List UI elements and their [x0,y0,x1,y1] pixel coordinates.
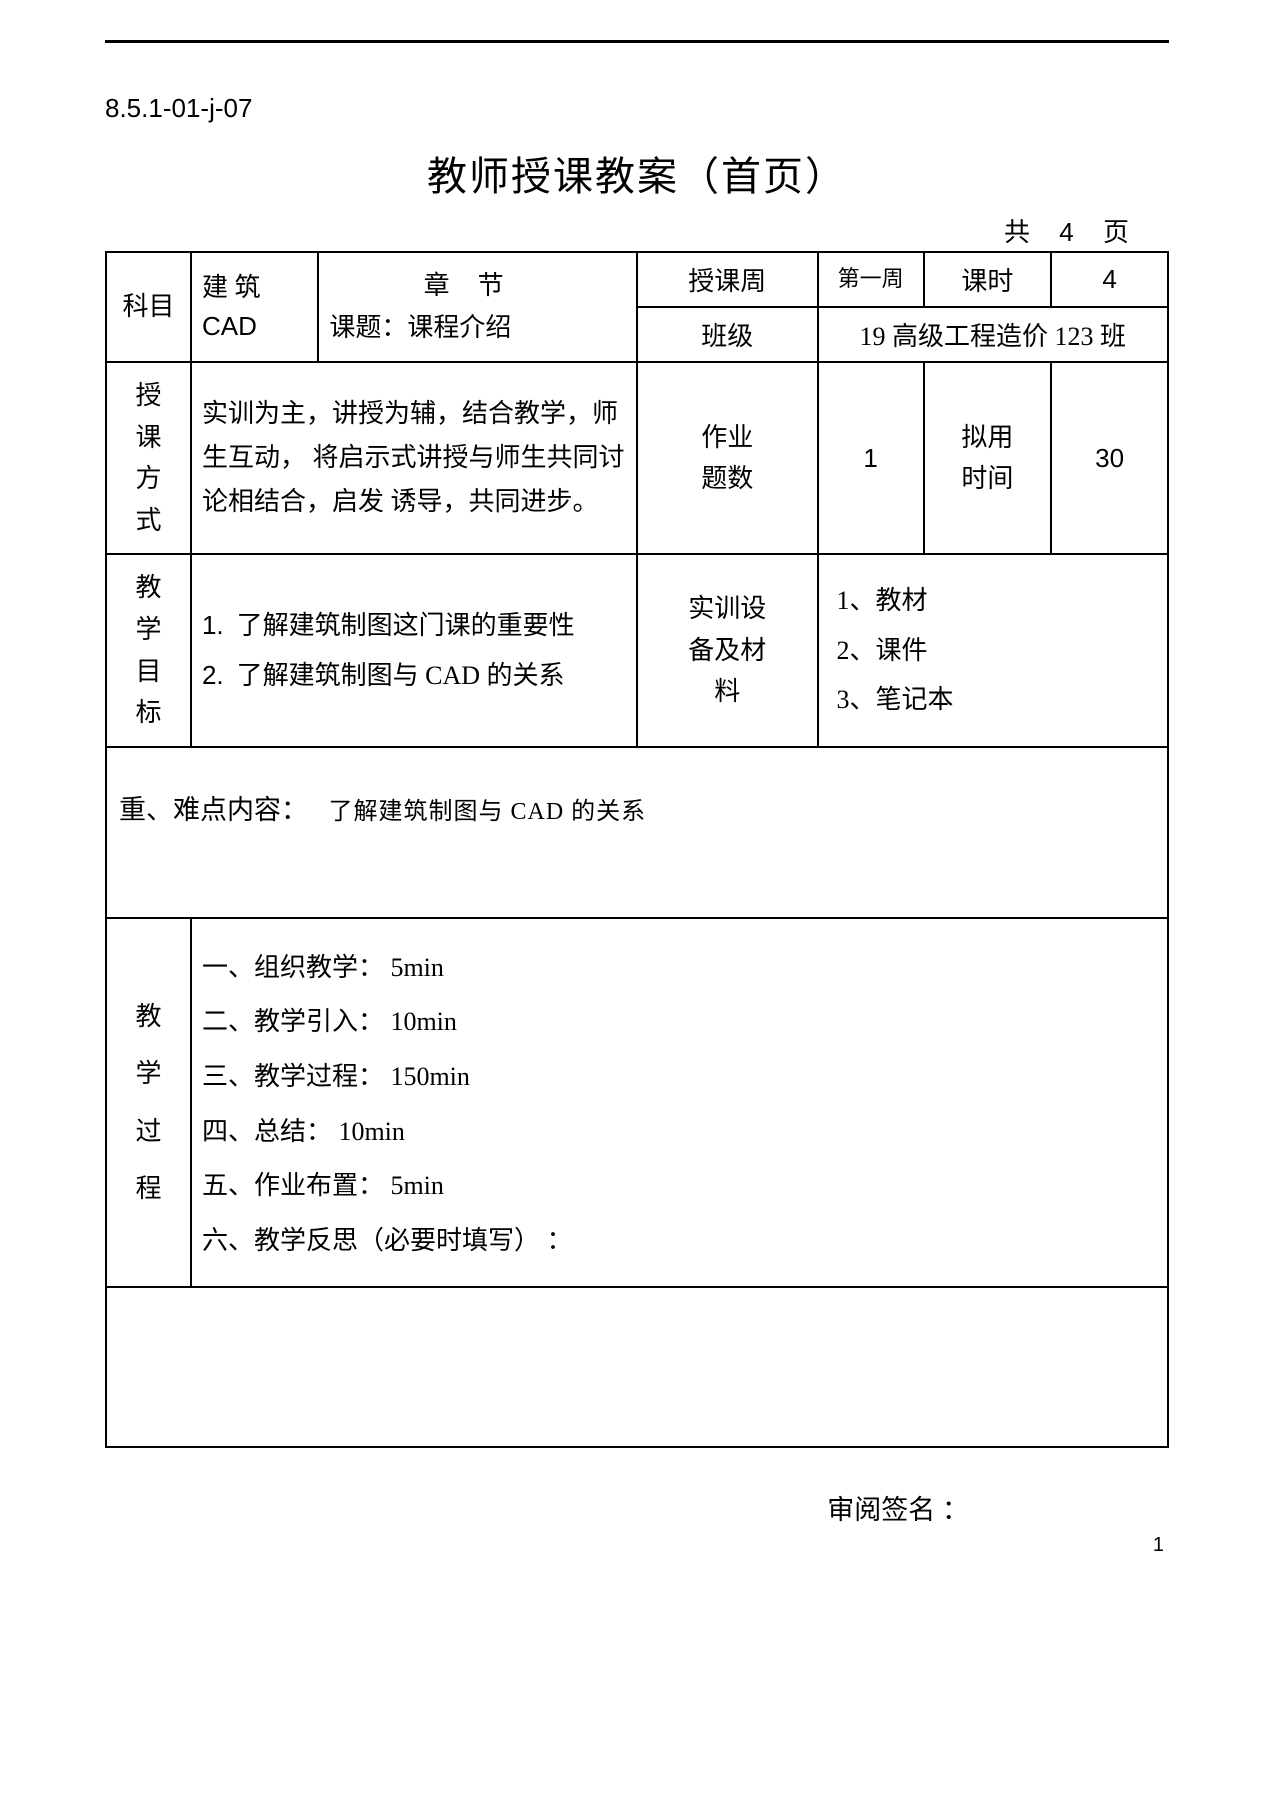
page: 8.5.1-01-j-07 教师授课教案（首页） 共 4 页 科目 建 筑 CA… [0,0,1274,1587]
value-subject: 建 筑 CAD [191,252,318,362]
chapter-prefix: 课题： [329,313,407,342]
value-materials: 1、教材 2、课件 3、笔记本 [818,554,1168,746]
page-number: 1 [1153,1534,1164,1557]
label-homework-count: 作业题数 [637,362,818,554]
page-count-num: 4 [1036,217,1096,248]
value-hours: 4 [1051,252,1168,307]
label-plan-time: 拟用时间 [924,362,1051,554]
page-count-prefix: 共 [1004,218,1030,247]
process-6: 六、教学反思（必要时填写） ： [202,1214,1157,1269]
process-2: 二、教学引入： 10min [202,995,1157,1050]
row-blank [106,1287,1168,1447]
page-title: 教师授课教案（首页） [105,144,1169,202]
goal-2-text: 了解建筑制图与 CAD 的关系 [237,661,565,690]
subject-line1: 建 筑 [202,273,261,302]
label-class: 班级 [637,307,818,362]
value-chapter: 章节 课题：课程介绍 [318,252,637,362]
row-keypoint: 重、难点内容： 了解建筑制图与 CAD 的关系 [106,747,1168,918]
material-1: 1、教材 [837,576,1157,625]
value-process: 一、组织教学： 5min 二、教学引入： 10min 三、教学过程： 150mi… [191,918,1168,1288]
material-2: 2、课件 [837,626,1157,675]
label-hours: 课时 [924,252,1051,307]
process-5: 五、作业布置： 5min [202,1159,1157,1214]
label-subject: 科目 [106,252,191,362]
page-count: 共 4 页 [105,212,1169,249]
value-class: 19 高级工程造价 123 班 [818,307,1168,362]
label-week: 授课周 [637,252,818,307]
document-code: 8.5.1-01-j-07 [105,93,1169,124]
subject-line2: CAD [202,311,257,341]
value-goals: 1. 了解建筑制图这门课的重要性 2. 了解建筑制图与 CAD 的关系 [191,554,637,746]
blank-cell [106,1287,1168,1447]
value-method: 实训为主，讲授为辅，结合教学，师生互动， 将启示式讲授与师生共同讨论相结合，启发… [191,362,637,554]
process-4: 四、总结： 10min [202,1105,1157,1160]
goal-2-num: 2. [202,660,224,690]
label-equipment: 实训设备及材料 [637,554,818,746]
label-goal: 教学目标 [106,554,191,746]
value-plan-time: 30 [1051,362,1168,554]
review-signature: 审阅签名 ： [105,1488,1169,1527]
chapter-topic-text: 课程介绍 [407,313,511,342]
value-keypoint: 了解建筑制图与 CAD 的关系 [329,799,647,825]
process-3: 三、教学过程： 150min [202,1050,1157,1105]
goal-1: 1. 了解建筑制图这门课的重要性 [202,601,626,650]
process-1: 一、组织教学： 5min [202,941,1157,996]
label-keypoint: 重、难点内容： [119,795,308,825]
page-count-suffix: 页 [1103,218,1129,247]
lesson-plan-table: 科目 建 筑 CAD 章节 课题：课程介绍 授课周 第一周 课时 4 班级 19… [105,251,1169,1448]
label-process: 教学过程 [106,918,191,1288]
top-rule [105,40,1169,43]
chapter-topic: 课题：课程介绍 [329,307,626,349]
goal-1-num: 1. [202,610,224,640]
chapter-heading: 章节 [329,265,626,307]
goal-2: 2. 了解建筑制图与 CAD 的关系 [202,651,626,700]
value-week: 第一周 [818,252,924,307]
value-homework-count: 1 [818,362,924,554]
material-3: 3、笔记本 [837,675,1157,724]
label-method: 授课方式 [106,362,191,554]
label-subject-text: 科目 [111,286,186,328]
goal-1-text: 了解建筑制图这门课的重要性 [237,611,575,640]
